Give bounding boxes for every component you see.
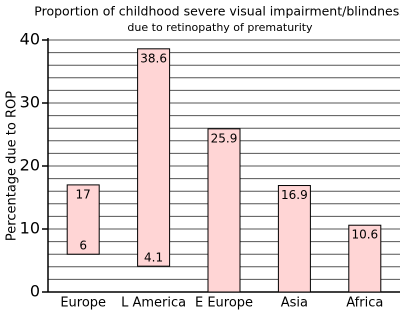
value-label: 16.9 [281, 188, 308, 202]
y-tick-label: 40 [20, 30, 40, 49]
y-tick-label: 0 [30, 282, 40, 301]
y-tick-label: 30 [20, 93, 40, 112]
value-label: 17 [76, 187, 91, 201]
value-label: 25.9 [211, 131, 238, 145]
bar [137, 48, 171, 267]
low-label: 6 [79, 239, 87, 253]
value-label: 10.6 [351, 228, 378, 242]
x-tick-label: L America [121, 296, 186, 311]
bar [66, 184, 100, 255]
value-label: 38.6 [140, 51, 167, 65]
x-tick-label: E Europe [195, 296, 253, 311]
y-tick-label: 10 [20, 219, 40, 238]
y-tick-label: 20 [20, 156, 40, 175]
x-tick-label: Europe [60, 296, 106, 311]
bar [277, 185, 311, 293]
y-axis-label: Percentage due to ROP [5, 91, 20, 241]
low-label: 4.1 [144, 251, 163, 265]
bar [207, 128, 241, 293]
x-tick-label: Africa [346, 296, 383, 311]
chart-title: Proportion of childhood severe visual im… [34, 4, 400, 19]
bar [348, 224, 382, 293]
x-tick-label: Asia [281, 296, 308, 311]
chart-subtitle: due to retinopathy of prematurity [127, 21, 313, 34]
